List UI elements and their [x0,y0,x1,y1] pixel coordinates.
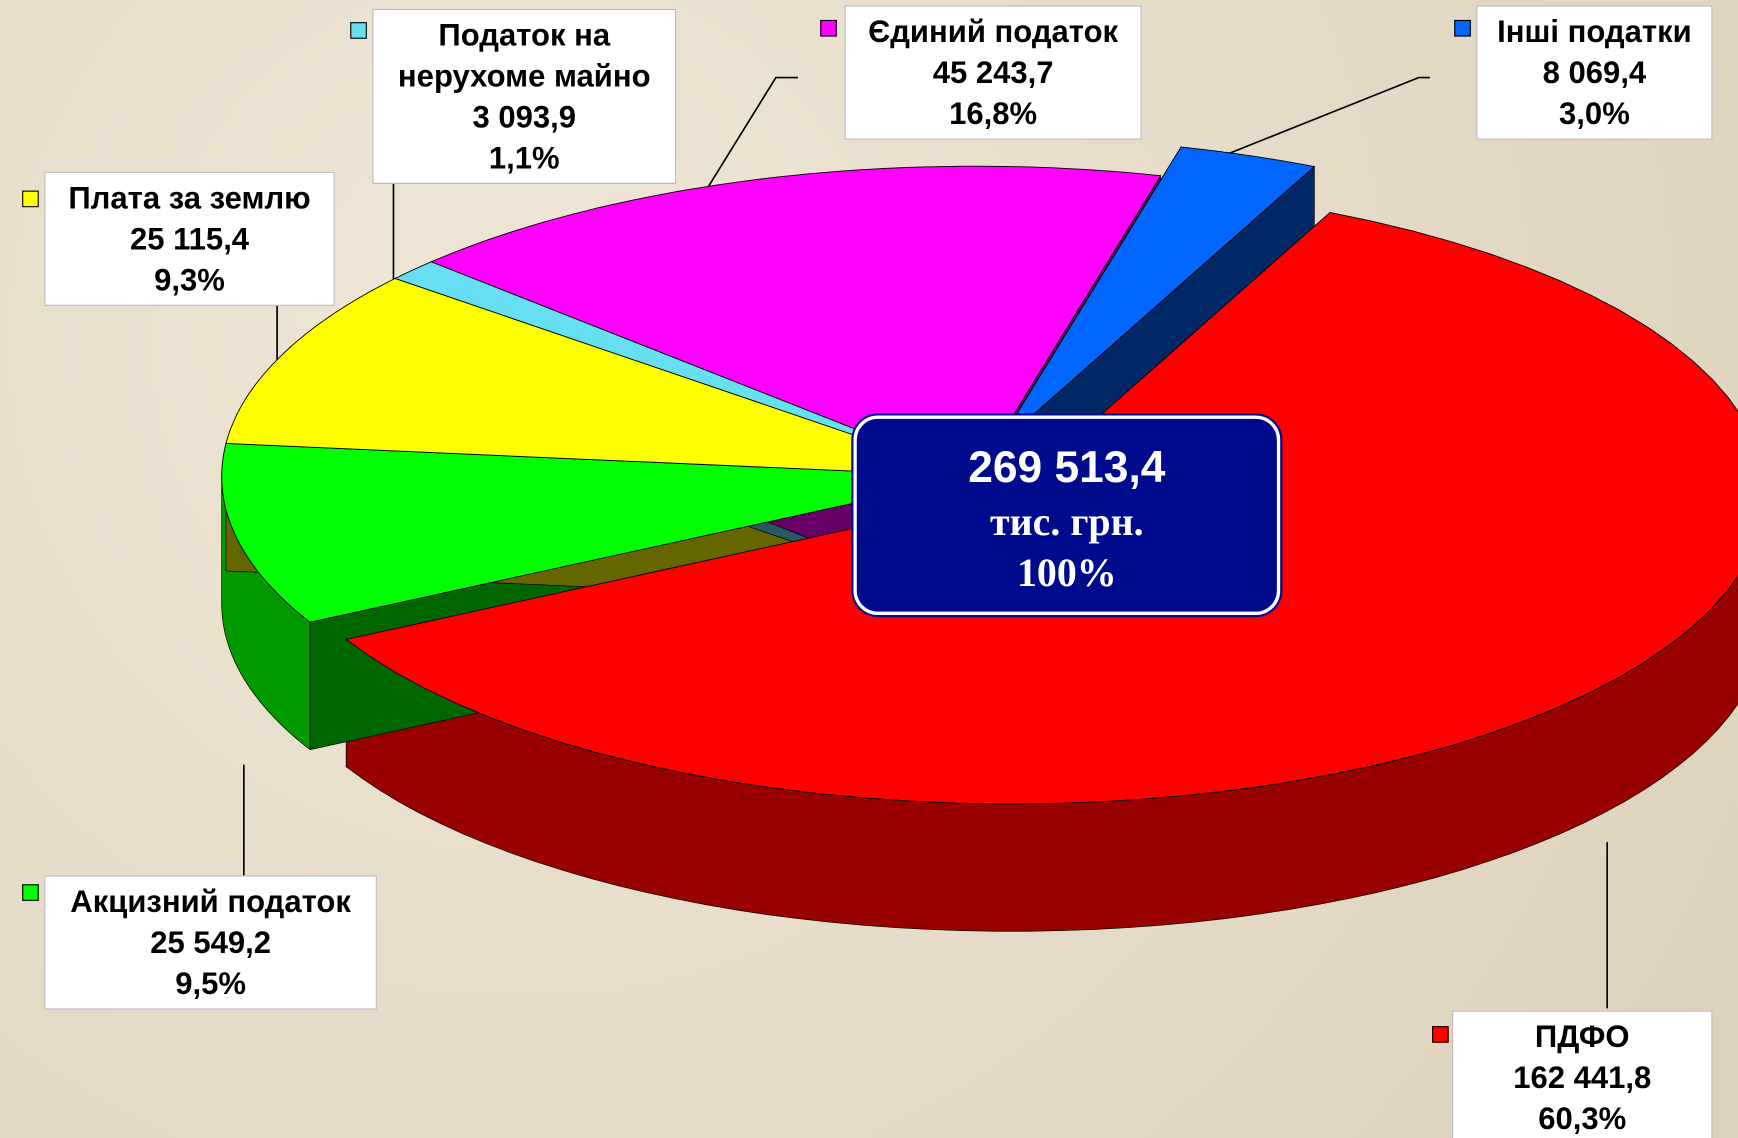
pie-slice [393,261,976,477]
category-label: Єдиний податок [868,14,1119,49]
value-label: 25 549,2 [150,925,272,960]
category-label: Плата за землю [68,180,311,215]
percent-label: 16,8% [949,96,1038,131]
pie-slice [430,165,1162,478]
value-label: 45 243,7 [932,55,1054,90]
category-label: Інші податки [1497,14,1692,49]
data-label: Податок на нерухоме майно 3 093,9 1,1% [372,8,677,184]
data-label: Акцизний податок 25 549,2 9,5% [44,875,377,1010]
pie-slice [995,146,1316,449]
legend-marker [22,190,39,208]
data-label: Інші податки 8 069,4 3,0% [1476,5,1713,140]
percent-label: 60,3% [1538,1101,1627,1136]
total-box: 269 513,4 тис. грн. 100% [853,415,1281,615]
legend-marker [22,884,39,901]
value-label: 8 069,4 [1542,55,1647,90]
value-label: 25 115,4 [129,221,250,256]
legend-marker [350,22,367,39]
data-label: ПДФО 162 441,8 60,3% [1452,1010,1713,1138]
legend-marker [820,19,837,37]
legend-marker [1432,1026,1449,1043]
leader-lines [243,76,1609,1009]
pie-slice [225,277,976,477]
pie-slice [221,443,976,623]
total-value: 269 513,4 [968,443,1166,492]
total-percent: 100% [1016,550,1117,596]
percent-label: 9,5% [175,966,246,1001]
percent-label: 9,3% [154,262,225,297]
category-label: Акцизний податок [70,884,351,919]
data-label: Плата за землю 25 115,4 9,3% [44,171,335,306]
unit: тис. грн. [990,499,1144,545]
legend-marker [1454,19,1471,37]
value-label: 162 441,8 [1513,1060,1652,1095]
data-label: Єдиний податок 45 243,7 16,8% [844,5,1142,140]
percent-label: 3,0% [1559,96,1630,131]
category-label: Податок на нерухоме майно [397,17,651,94]
category-label: ПДФО [1534,1019,1630,1054]
value-label: 3 093,9 [472,99,577,135]
leader-line [1169,76,1430,179]
percent-label: 1,1% [488,140,560,176]
leader-line [703,76,799,195]
